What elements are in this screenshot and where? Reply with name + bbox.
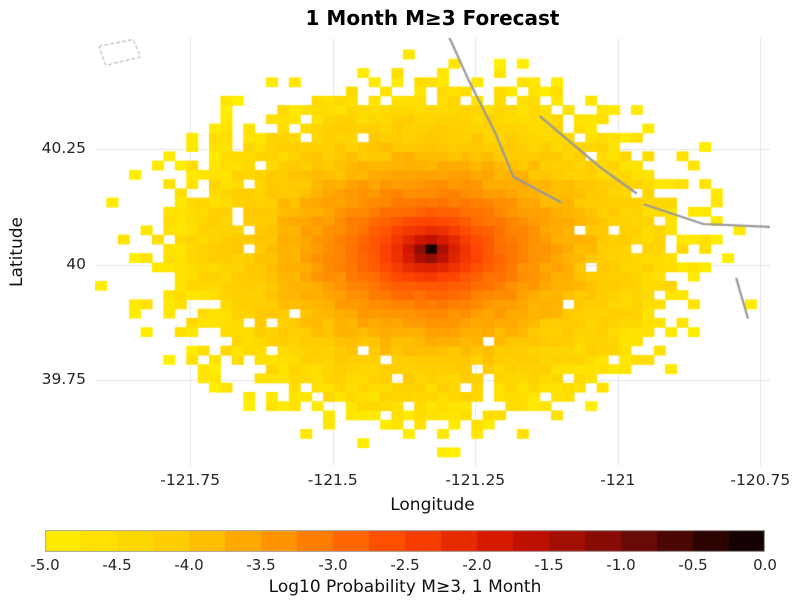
colorbar-tick-label: -3.5 [246,556,276,574]
colorbar-tick-label: -2.5 [390,556,420,574]
heatmap-plot [95,38,770,466]
x-tick-label: -121.25 [445,471,506,489]
colorbar [45,530,765,552]
x-tick-label: -120.75 [730,471,791,489]
x-axis-ticks: -121.75 -121.5 -121.25 -121 -120.75 [0,471,800,491]
colorbar-label: Log10 Probability M≥3, 1 Month [268,577,542,597]
colorbar-ticks: -5.0 -4.5 -4.0 -3.5 -3.0 -2.5 -2.0 -1.5 -1.0 -0.5… [0,556,800,574]
y-tick-label: 40 [66,254,86,273]
x-tick-label: -121.75 [160,471,221,489]
x-tick-label: -121.5 [307,471,358,489]
colorbar-tick-label: -4.0 [174,556,204,574]
x-axis-label: Longitude [390,495,475,515]
colorbar-tick-label: -2.0 [462,556,492,574]
colorbar-tick-label: -5.0 [30,556,60,574]
colorbar-tick-label: -3.0 [318,556,348,574]
chart-title: 1 Month M≥3 Forecast [305,6,560,30]
colorbar-tick-label: -1.0 [606,556,636,574]
x-tick-label: -121 [600,471,636,489]
colorbar-tick-label: -0.5 [678,556,708,574]
y-tick-label: 39.75 [41,370,86,389]
colorbar-tick-label: -4.5 [102,556,132,574]
colorbar-tick-label: 0.0 [753,556,777,574]
y-axis-ticks: 40.25 40 39.75 [0,0,86,612]
colorbar-tick-label: -1.5 [534,556,564,574]
y-tick-label: 40.25 [41,139,86,158]
